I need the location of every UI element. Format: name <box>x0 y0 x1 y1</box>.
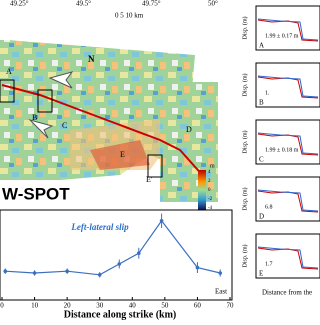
profile-marker: E <box>120 150 125 159</box>
point <box>117 262 122 266</box>
profile-marker: C <box>62 121 67 130</box>
point <box>32 271 37 275</box>
x-tick-label: 30 <box>96 302 104 310</box>
colorbar-tick: 4 <box>208 170 211 175</box>
profile-marker: B <box>32 113 37 122</box>
scale-label: 0 5 10 km <box>115 12 144 20</box>
panel-letter: E <box>259 270 263 278</box>
profile-box <box>147 154 163 178</box>
profile-curve <box>257 75 319 98</box>
panel-letter: C <box>259 156 264 164</box>
colorbar <box>198 170 206 210</box>
panel-letter: D <box>259 213 264 221</box>
map-zone <box>90 140 150 170</box>
profile-box <box>0 79 15 103</box>
profile-frame <box>255 62 320 108</box>
panel-value: 1.7 <box>265 261 273 267</box>
profile-ylabel: Disp. (m) <box>241 74 248 97</box>
profile-xlabel: Distance from the <box>262 289 312 297</box>
x-tick-label: 10 <box>31 302 39 310</box>
lat-label: 50° <box>208 0 218 8</box>
x-tick-label: 0 <box>0 302 4 310</box>
profile-ylabel: Disp. (m) <box>241 17 248 40</box>
x-tick-label: 20 <box>64 302 72 310</box>
profile-frame <box>255 233 320 279</box>
panel-value: 6.8 <box>265 204 273 210</box>
fault-trace <box>1 84 206 179</box>
lat-label: 49.75° <box>142 0 161 8</box>
profile-curve <box>257 132 319 155</box>
x-axis-label: Distance along strike (km) <box>64 309 177 320</box>
profile-ylabel: Disp. (m) <box>241 245 248 268</box>
panel-value: 1.99 ± 0.17 m <box>265 33 299 39</box>
profile-frame <box>255 176 320 222</box>
profile-marker: E' <box>146 175 153 184</box>
profile-curve <box>257 18 319 41</box>
chart-title: Left-lateral slip <box>70 222 129 232</box>
x-tick-label: 60 <box>194 302 202 310</box>
x-tick-label: 70 <box>227 302 235 310</box>
colorbar-tick: -4 <box>208 206 213 211</box>
profile-curve <box>257 246 319 269</box>
point <box>65 269 69 274</box>
point <box>195 265 200 270</box>
x-tick-label: 40 <box>129 302 137 310</box>
profile-ylabel: Disp. (m) <box>241 131 248 154</box>
panel-value: 1. <box>265 90 270 96</box>
profile-ylabel: Disp. (m) <box>241 188 248 211</box>
panel-letter: A <box>259 42 264 50</box>
colorbar-tick: -2 <box>208 197 213 202</box>
profile-frame <box>255 5 320 51</box>
x-tick-label: 50 <box>161 302 169 310</box>
panel-letter: B <box>259 99 264 107</box>
profile-marker: A <box>6 67 12 76</box>
colorbar-tick: 0 <box>208 188 211 193</box>
colorbar-unit: m <box>210 163 215 169</box>
panel-value: 1.99 ± 0.18 m <box>265 147 299 153</box>
profile-frame <box>255 119 320 165</box>
annotation: East <box>215 288 227 296</box>
colorbar-tick: 2 <box>208 179 211 184</box>
north: N <box>88 54 95 64</box>
point <box>137 251 141 255</box>
arrow <box>48 71 74 89</box>
profile-curve <box>257 189 319 212</box>
arrow <box>28 119 54 139</box>
lat-label: 49.5° <box>76 0 91 8</box>
lat-label: 49.25° <box>10 0 29 8</box>
profile-box <box>37 89 53 113</box>
point <box>3 269 8 274</box>
label-bg <box>0 180 80 210</box>
point <box>97 273 102 277</box>
chart-frame <box>0 209 233 301</box>
sensor-label: W-SPOT <box>2 184 70 203</box>
point <box>218 271 223 275</box>
map <box>0 40 218 210</box>
point <box>159 219 164 223</box>
profile-marker: D <box>186 125 192 134</box>
